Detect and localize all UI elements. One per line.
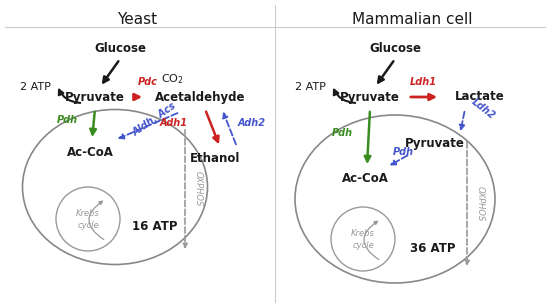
Text: Ldh1: Ldh1 (410, 77, 437, 87)
Text: OXPHOS: OXPHOS (194, 171, 202, 207)
Text: Ac-CoA: Ac-CoA (342, 173, 388, 185)
Text: Adh2: Adh2 (238, 118, 266, 128)
Text: Krebs: Krebs (76, 209, 100, 219)
Text: Pdh: Pdh (57, 115, 78, 125)
Text: 16 ATP: 16 ATP (132, 220, 178, 234)
Ellipse shape (295, 115, 495, 283)
Text: 36 ATP: 36 ATP (410, 243, 456, 255)
Text: Krebs: Krebs (351, 230, 375, 239)
Text: 2 ATP: 2 ATP (20, 82, 51, 92)
Text: OXPHOS: OXPHOS (476, 186, 485, 222)
Text: Acetaldehyde: Acetaldehyde (155, 91, 245, 103)
Text: Glucose: Glucose (369, 42, 421, 56)
Text: Ldh2: Ldh2 (470, 97, 497, 121)
Text: Adh1: Adh1 (160, 118, 188, 128)
Text: Lactate: Lactate (455, 91, 505, 103)
Text: 2 ATP: 2 ATP (295, 82, 326, 92)
Text: Mammalian cell: Mammalian cell (352, 12, 472, 27)
Text: CO$_2$: CO$_2$ (161, 72, 183, 86)
Text: Yeast: Yeast (117, 12, 157, 27)
Text: Pyruvate: Pyruvate (405, 138, 465, 150)
Text: Pyruvate: Pyruvate (340, 91, 400, 103)
Text: cycle: cycle (352, 242, 374, 251)
Text: Pdh: Pdh (393, 147, 414, 157)
Text: Pyruvate: Pyruvate (65, 91, 125, 103)
Text: Pdh: Pdh (332, 128, 353, 138)
Text: cycle: cycle (77, 221, 99, 231)
Text: Pdc: Pdc (138, 77, 158, 87)
Text: Aldh, Acs: Aldh, Acs (131, 100, 179, 138)
Text: Ethanol: Ethanol (190, 153, 240, 165)
Text: Glucose: Glucose (94, 42, 146, 56)
Ellipse shape (23, 110, 207, 265)
Text: Ac-CoA: Ac-CoA (67, 146, 113, 158)
